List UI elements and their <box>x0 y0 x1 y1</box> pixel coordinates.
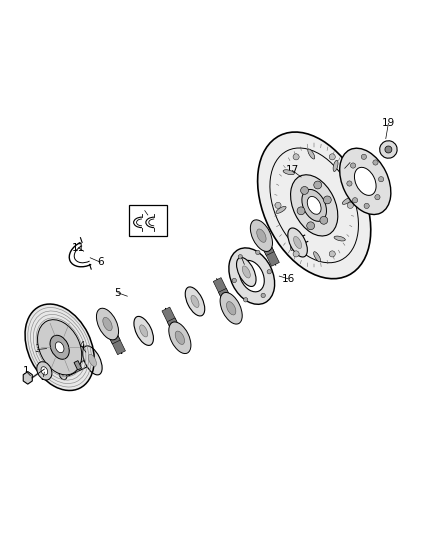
Ellipse shape <box>308 149 315 159</box>
Ellipse shape <box>320 216 328 224</box>
Ellipse shape <box>96 308 119 340</box>
Polygon shape <box>259 237 279 266</box>
Polygon shape <box>103 316 122 354</box>
Ellipse shape <box>175 331 184 344</box>
Ellipse shape <box>140 325 148 337</box>
Polygon shape <box>254 227 274 255</box>
Ellipse shape <box>226 302 236 315</box>
Ellipse shape <box>288 228 307 257</box>
Text: 4: 4 <box>78 341 85 351</box>
Polygon shape <box>219 288 239 317</box>
Ellipse shape <box>239 261 264 292</box>
Text: 17: 17 <box>286 165 299 175</box>
Ellipse shape <box>375 195 380 200</box>
Ellipse shape <box>83 346 102 375</box>
Ellipse shape <box>307 197 321 214</box>
Ellipse shape <box>256 250 260 255</box>
Ellipse shape <box>293 154 299 160</box>
Text: 5: 5 <box>114 288 121 298</box>
Ellipse shape <box>283 170 294 175</box>
Text: 3: 3 <box>35 344 41 354</box>
Text: 15: 15 <box>235 253 248 263</box>
Polygon shape <box>258 228 276 265</box>
Ellipse shape <box>297 207 305 215</box>
Ellipse shape <box>340 148 391 214</box>
Ellipse shape <box>50 335 69 359</box>
Ellipse shape <box>103 317 112 331</box>
Ellipse shape <box>134 317 153 345</box>
Ellipse shape <box>88 354 96 366</box>
Polygon shape <box>100 315 120 344</box>
Polygon shape <box>213 278 233 306</box>
Text: 6: 6 <box>97 257 103 267</box>
Ellipse shape <box>300 187 308 195</box>
Ellipse shape <box>41 367 48 375</box>
Ellipse shape <box>323 196 331 204</box>
Ellipse shape <box>373 160 378 165</box>
Text: 16: 16 <box>281 274 295 284</box>
Text: 18: 18 <box>343 158 357 167</box>
Ellipse shape <box>251 220 272 252</box>
Ellipse shape <box>267 270 272 274</box>
Ellipse shape <box>59 370 67 379</box>
Ellipse shape <box>385 146 392 153</box>
Ellipse shape <box>302 189 326 221</box>
Ellipse shape <box>314 181 321 189</box>
Ellipse shape <box>354 167 376 196</box>
Bar <box>130 205 166 236</box>
Ellipse shape <box>347 181 352 186</box>
Text: 1: 1 <box>23 366 29 376</box>
Ellipse shape <box>25 304 94 391</box>
Ellipse shape <box>220 293 242 324</box>
Polygon shape <box>167 318 187 347</box>
Ellipse shape <box>353 198 358 203</box>
Ellipse shape <box>275 203 281 208</box>
Ellipse shape <box>380 141 397 158</box>
Polygon shape <box>23 372 32 384</box>
Text: 2: 2 <box>40 372 47 382</box>
Ellipse shape <box>361 154 367 159</box>
Ellipse shape <box>38 320 82 375</box>
Ellipse shape <box>347 203 353 208</box>
Ellipse shape <box>293 237 302 248</box>
Text: 19: 19 <box>382 118 395 128</box>
Ellipse shape <box>342 197 353 204</box>
Ellipse shape <box>350 163 356 168</box>
Text: 11: 11 <box>72 243 85 253</box>
Ellipse shape <box>55 342 64 353</box>
Ellipse shape <box>329 154 336 160</box>
Ellipse shape <box>293 251 299 257</box>
Ellipse shape <box>238 255 243 259</box>
Ellipse shape <box>232 278 237 282</box>
Polygon shape <box>74 361 81 370</box>
Ellipse shape <box>37 362 52 380</box>
Ellipse shape <box>276 206 286 213</box>
Ellipse shape <box>307 222 314 230</box>
Ellipse shape <box>185 287 205 316</box>
Ellipse shape <box>191 295 199 308</box>
Polygon shape <box>162 307 182 336</box>
Ellipse shape <box>169 322 191 353</box>
Polygon shape <box>217 279 235 317</box>
Polygon shape <box>166 308 184 346</box>
Ellipse shape <box>334 236 345 241</box>
Ellipse shape <box>314 252 321 262</box>
Ellipse shape <box>261 293 265 297</box>
Ellipse shape <box>244 297 248 302</box>
Ellipse shape <box>329 251 336 257</box>
Ellipse shape <box>242 266 250 278</box>
Ellipse shape <box>333 160 338 172</box>
Ellipse shape <box>258 132 371 279</box>
Ellipse shape <box>237 257 256 286</box>
Text: 14: 14 <box>138 206 152 216</box>
Ellipse shape <box>364 203 369 208</box>
Ellipse shape <box>290 239 295 251</box>
Ellipse shape <box>290 175 338 236</box>
Ellipse shape <box>257 229 266 243</box>
Ellipse shape <box>229 248 275 304</box>
Ellipse shape <box>378 176 384 182</box>
Polygon shape <box>106 326 125 354</box>
